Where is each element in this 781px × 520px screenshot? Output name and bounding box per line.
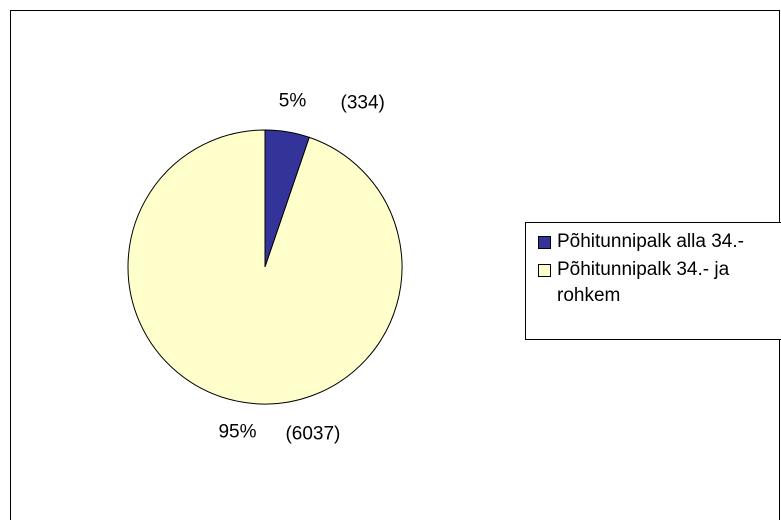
value-label: (334) [341,92,385,113]
legend-swatch [538,264,551,277]
legend: Põhitunnipalk alla 34.- Põhitunnipalk 34.… [525,222,781,340]
legend-label: Põhitunnipalk 34.- ja rohkem [557,259,730,306]
value-label: (6037) [285,424,340,445]
legend-entry: Põhitunnipalk alla 34.- [538,229,781,255]
percentage-label: 95% [218,422,256,443]
legend-swatch [538,236,551,249]
legend-entry: Põhitunnipalk 34.- ja rohkem [538,257,781,309]
legend-label: Põhitunnipalk alla 34.- [557,231,744,252]
pie-slice [127,129,403,405]
percentage-label: 5% [279,90,307,111]
